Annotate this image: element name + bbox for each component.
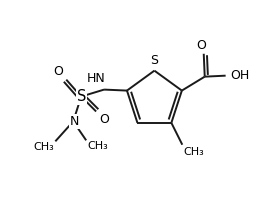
- Text: CH₃: CH₃: [183, 147, 204, 157]
- Text: O: O: [99, 113, 109, 126]
- Text: HN: HN: [86, 72, 105, 85]
- Text: S: S: [150, 54, 159, 67]
- Text: N: N: [70, 115, 79, 128]
- Text: O: O: [196, 39, 206, 52]
- Text: CH₃: CH₃: [34, 142, 54, 152]
- Text: O: O: [53, 65, 63, 78]
- Text: CH₃: CH₃: [87, 141, 108, 151]
- Text: OH: OH: [231, 69, 250, 82]
- Text: S: S: [76, 89, 86, 104]
